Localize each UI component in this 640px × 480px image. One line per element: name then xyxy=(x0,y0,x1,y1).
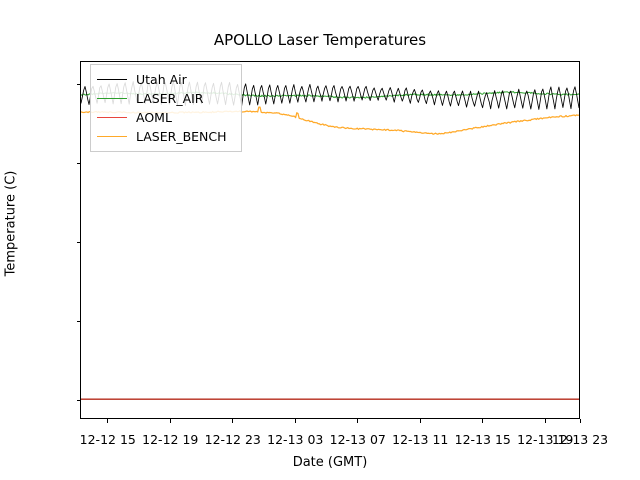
legend-item[interactable]: LASER_AIR xyxy=(97,89,235,108)
legend-item[interactable]: Utah Air xyxy=(97,70,235,89)
x-tick-mark xyxy=(579,419,581,423)
legend: Utah Air LASER_AIR AOML LASER_BENCH xyxy=(90,64,242,152)
x-tick-label: 12-13 03 xyxy=(267,432,324,447)
x-tick-mark xyxy=(482,419,484,423)
x-tick-label: 12-13 11 xyxy=(392,432,449,447)
x-tick-mark xyxy=(357,419,359,423)
x-tick-mark xyxy=(232,419,234,423)
legend-item-label: Utah Air xyxy=(136,72,187,87)
legend-item[interactable]: LASER_BENCH xyxy=(97,127,235,146)
legend-color-swatch xyxy=(97,117,127,118)
legend-color-swatch xyxy=(97,79,127,80)
legend-item[interactable]: AOML xyxy=(97,108,235,127)
legend-item-label: LASER_BENCH xyxy=(136,129,227,144)
legend-item-label: AOML xyxy=(136,110,172,125)
x-tick-label: 12-12 19 xyxy=(142,432,199,447)
legend-item-label: LASER_AIR xyxy=(136,91,204,106)
x-tick-mark xyxy=(169,419,171,423)
x-tick-label: 12-12 15 xyxy=(79,432,136,447)
page-title: APOLLO Laser Temperatures xyxy=(213,31,427,49)
x-tick-mark xyxy=(294,419,296,423)
x-tick-label: 12-13 23 xyxy=(551,432,609,447)
x-tick-label: 12-13 19 xyxy=(517,432,574,447)
x-tick-mark xyxy=(419,419,421,423)
y-axis-label: Temperature (C) xyxy=(3,170,19,277)
x-tick-mark xyxy=(107,419,109,423)
x-tick-label: 12-13 07 xyxy=(329,432,386,447)
x-tick-label: 12-13 15 xyxy=(454,432,511,447)
legend-color-swatch xyxy=(97,136,127,137)
x-axis-label: Date (GMT) xyxy=(292,455,368,470)
x-tick-label: 12-12 23 xyxy=(204,432,261,447)
x-tick-mark xyxy=(544,419,546,423)
legend-color-swatch xyxy=(97,98,127,99)
